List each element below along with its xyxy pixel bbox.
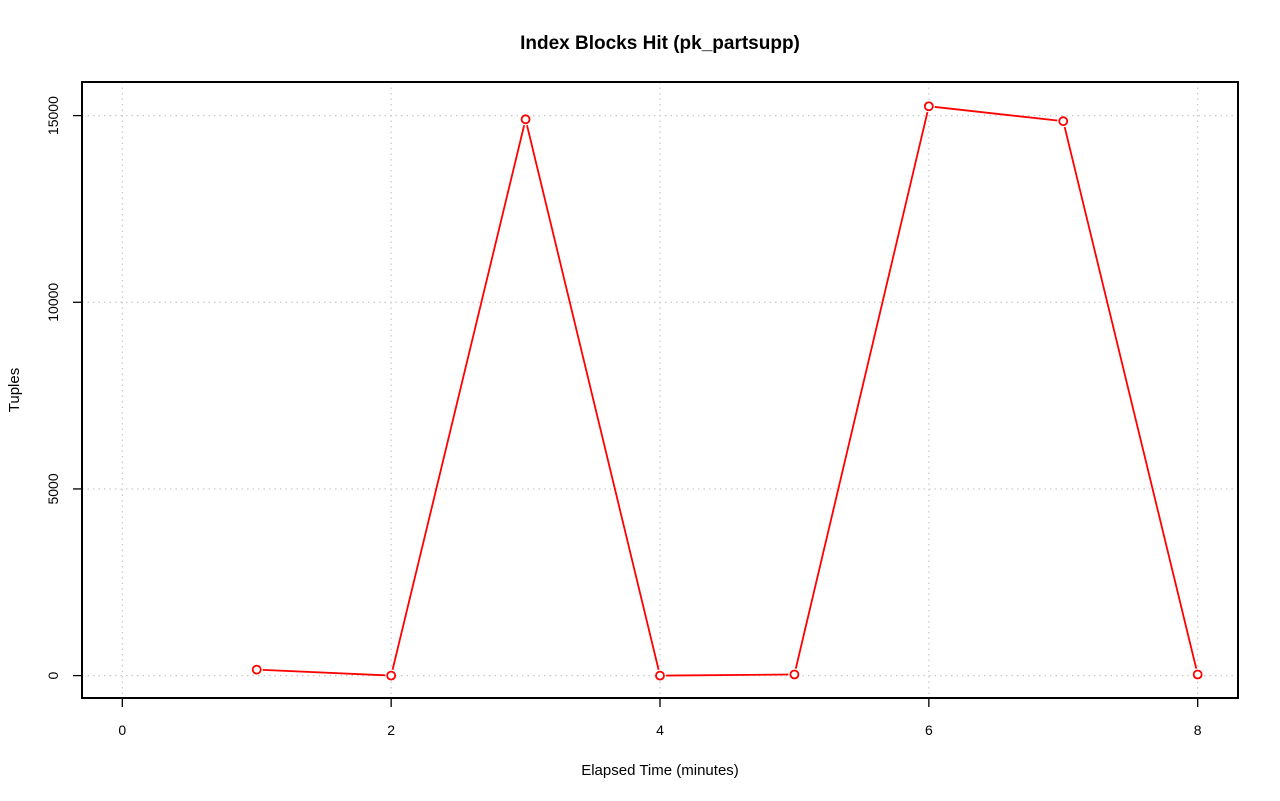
chart-title: Index Blocks Hit (pk_partsupp) bbox=[520, 33, 800, 54]
data-point bbox=[1192, 669, 1203, 680]
data-point bbox=[789, 669, 800, 680]
series-line-segment bbox=[794, 111, 929, 669]
series-line-segment bbox=[391, 124, 526, 670]
x-tick-label: 2 bbox=[387, 722, 395, 738]
y-axis-label: Tuples bbox=[6, 368, 23, 412]
data-point bbox=[1058, 116, 1069, 127]
y-tick-label: 15000 bbox=[45, 96, 61, 135]
data-layer bbox=[251, 101, 1203, 681]
x-tick-label: 8 bbox=[1194, 722, 1202, 738]
data-point bbox=[251, 664, 262, 675]
y-tick-label: 5000 bbox=[45, 473, 61, 504]
data-point bbox=[520, 114, 531, 125]
x-tick-label: 6 bbox=[925, 722, 933, 738]
series-line-segment bbox=[262, 668, 386, 677]
x-tick-label: 0 bbox=[118, 722, 126, 738]
y-tick-label: 10000 bbox=[45, 283, 61, 322]
data-point bbox=[923, 101, 934, 112]
x-axis-label: Elapsed Time (minutes) bbox=[581, 762, 739, 779]
series-line-segment bbox=[934, 106, 1058, 122]
series-line-segment bbox=[1063, 126, 1198, 669]
data-point bbox=[386, 670, 397, 681]
x-tick-label: 4 bbox=[656, 722, 664, 738]
axis-layer: 0 2 4 6 8 0 5000 10000 15000 bbox=[45, 96, 1202, 738]
series-line-segment bbox=[665, 673, 789, 677]
series-line-segment bbox=[526, 124, 660, 670]
grid-layer bbox=[82, 82, 1238, 698]
y-tick-label: 0 bbox=[45, 671, 61, 679]
data-point bbox=[655, 670, 665, 681]
